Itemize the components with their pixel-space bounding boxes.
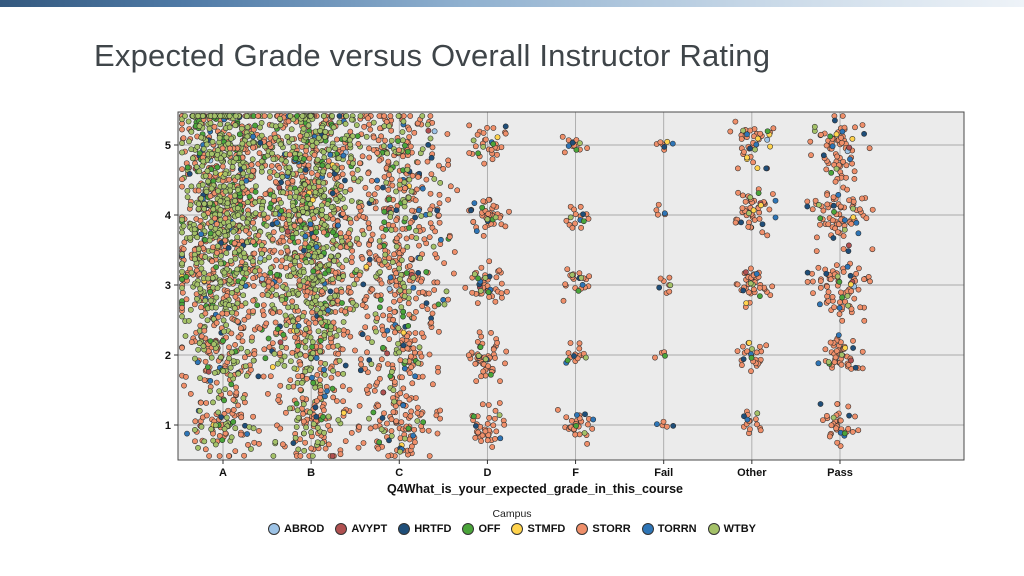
slide-title: Expected Grade versus Overall Instructor… xyxy=(94,38,771,73)
plot-frame xyxy=(177,111,965,461)
legend-item: WTBY xyxy=(707,523,756,535)
legend-swatch-icon xyxy=(576,523,589,535)
legend-label: TORRN xyxy=(657,523,697,535)
legend-item: OFF xyxy=(462,523,500,535)
x-tick-label: Fail xyxy=(654,467,673,477)
legend-swatch-icon xyxy=(268,523,280,535)
legend-swatch-icon xyxy=(398,523,411,535)
y-tick-label: 1 xyxy=(165,420,171,432)
y-tick-label: 4 xyxy=(165,210,172,222)
scatter-plot: A B C D F Fail Other Pass 1 2 3 4 5 xyxy=(165,111,965,477)
legend-item: AVYPT xyxy=(335,523,387,535)
legend-label: HRTFD xyxy=(414,523,452,535)
y-tick-label: 2 xyxy=(165,350,171,362)
legend-swatch-icon xyxy=(511,523,524,535)
y-tick-label: 5 xyxy=(165,140,171,152)
legend-label: WTBY xyxy=(723,523,756,535)
x-tick-label: B xyxy=(307,467,315,477)
legend: Campus ABROD AVYPT HRTFD OFF STMFD STORR TORRN… xyxy=(0,508,1024,535)
legend-item: STORR xyxy=(576,523,631,535)
legend-row: ABROD AVYPT HRTFD OFF STMFD STORR TORRN WTBY xyxy=(0,523,1024,535)
x-tick-label: Other xyxy=(737,467,767,477)
legend-item: STMFD xyxy=(511,523,565,535)
top-accent-bar xyxy=(0,0,1024,7)
x-tick-label: Pass xyxy=(827,467,853,477)
x-axis-label: Q4What_is_your_expected_grade_in_this_co… xyxy=(387,482,683,496)
legend-item: ABROD xyxy=(268,523,324,535)
legend-title: Campus xyxy=(492,508,532,520)
legend-label: OFF xyxy=(478,523,501,535)
legend-swatch-icon xyxy=(641,523,654,535)
legend-swatch-icon xyxy=(462,523,475,535)
legend-label: STORR xyxy=(592,523,631,535)
legend-label: STMFD xyxy=(527,523,566,535)
y-tick-label: 3 xyxy=(165,280,171,292)
legend-swatch-icon xyxy=(335,523,348,535)
x-tick-label: F xyxy=(572,467,579,477)
legend-item: TORRN xyxy=(641,523,697,535)
x-tick-label: C xyxy=(395,467,403,477)
data-points-layer xyxy=(179,113,876,459)
legend-swatch-icon xyxy=(707,523,720,535)
x-tick-label: A xyxy=(219,467,227,477)
x-tick-label: D xyxy=(483,467,491,477)
legend-label: AVYPT xyxy=(351,523,388,535)
legend-label: ABROD xyxy=(284,523,325,535)
axis-ticks-and-labels: A B C D F Fail Other Pass 1 2 3 4 5 xyxy=(165,140,853,477)
legend-item: HRTFD xyxy=(398,523,451,535)
